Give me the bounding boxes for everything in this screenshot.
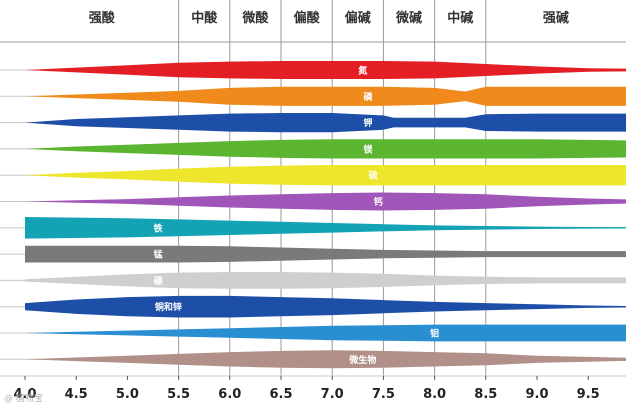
- ph-tick-label: 7.0: [321, 387, 344, 402]
- ph-tick-label: 5.0: [116, 387, 139, 402]
- zone-label: 中碱: [447, 10, 473, 26]
- ph-tick-label: 6.0: [218, 387, 241, 402]
- header-strip: [0, 0, 626, 42]
- ph-tick-label: 4.0: [13, 387, 36, 402]
- nutrient-band-1: [25, 86, 626, 106]
- zone-label: 强酸: [89, 10, 116, 26]
- nutrient-band-4: [25, 165, 626, 186]
- zone-label: 强碱: [543, 10, 569, 26]
- nutrient-band-5: [25, 192, 626, 211]
- ph-tick-label: 5.5: [167, 387, 190, 402]
- nutrient-label-10: 钼: [430, 328, 439, 340]
- nutrient-label-9: 铜和锌: [155, 301, 182, 313]
- nutrient-label-4: 硫: [369, 170, 378, 182]
- nutrient-band-11: [25, 350, 626, 369]
- nutrient-label-0: 氮: [358, 65, 367, 77]
- nutrient-band-0: [25, 61, 626, 79]
- nutrient-label-6: 铁: [154, 222, 163, 234]
- ph-tick-label: 9.5: [577, 387, 600, 402]
- nutrient-label-1: 磷: [364, 91, 374, 103]
- zone-label: 中酸: [191, 10, 218, 26]
- nutrient-band-7: [25, 245, 626, 263]
- nutrient-band-10: [25, 324, 626, 342]
- ph-tick-label: 4.5: [65, 387, 88, 402]
- nutrient-band-3: [25, 139, 626, 159]
- nutrient-band-8: [25, 272, 626, 289]
- ph-tick-label: 8.5: [474, 387, 497, 402]
- ph-tick-label: 6.5: [269, 387, 292, 402]
- nutrient-bands: [25, 61, 626, 369]
- nutrient-label-2: 钾: [364, 117, 373, 129]
- grid: [0, 0, 626, 377]
- zone-label: 偏酸: [294, 10, 321, 26]
- nutrient-band-9: [25, 295, 626, 318]
- nutrient-band-6: [25, 217, 626, 239]
- nutrient-label-3: 镁: [364, 143, 374, 155]
- zone-label: 微酸: [241, 10, 269, 26]
- ph-tick-label: 8.0: [423, 387, 446, 402]
- nutrient-label-8: 硼: [153, 276, 163, 287]
- zone-label: 偏碱: [345, 10, 371, 26]
- nutrient-label-5: 钙: [374, 196, 383, 208]
- nutrient-band-2: [25, 113, 626, 133]
- nutrient-label-11: 微生物: [348, 354, 376, 366]
- zone-label: 微碱: [395, 10, 422, 26]
- nutrient-label-7: 锰: [154, 249, 163, 261]
- ph-zone-labels: 强酸 中酸 微酸 偏酸 偏碱 微碱 中碱 强碱: [89, 10, 569, 26]
- zone-background: [0, 0, 626, 42]
- ph-tick-label: 9.0: [525, 387, 548, 402]
- ph-tick-label: 7.5: [372, 387, 395, 402]
- watermark: @ 植物宝: [4, 392, 43, 404]
- ph-axis-ticks: 4.04.55.05.56.06.57.07.58.08.59.09.51: [13, 376, 600, 402]
